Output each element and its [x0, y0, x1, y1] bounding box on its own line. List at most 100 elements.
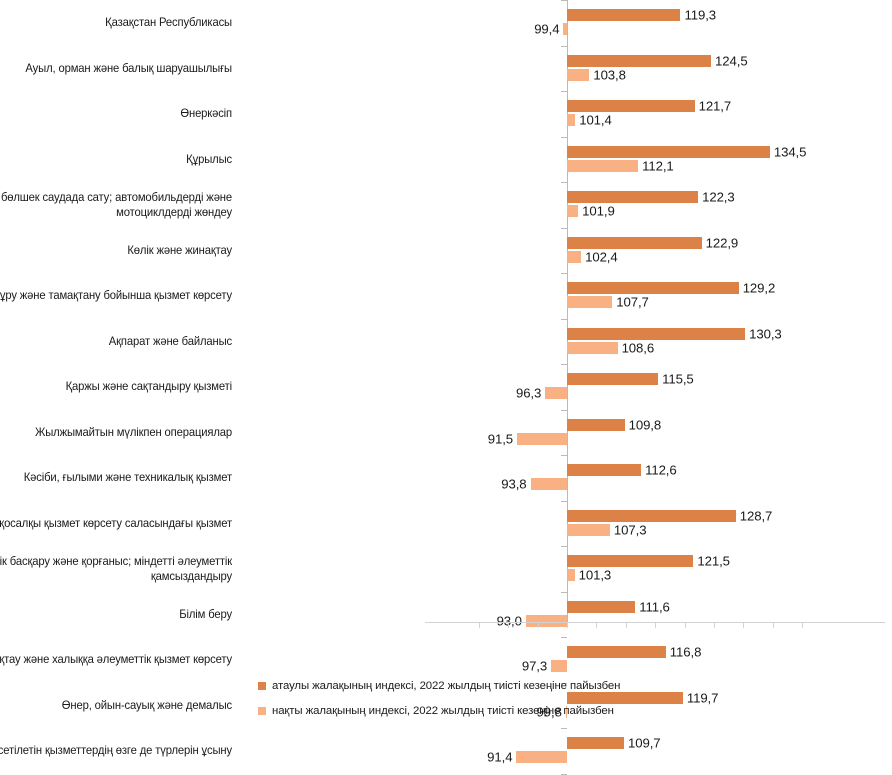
bar-value-label: 115,5 — [662, 371, 694, 387]
category-tick — [561, 500, 567, 502]
value-tick — [772, 622, 774, 628]
bar-nominal[interactable]: 115,5 — [567, 372, 694, 387]
bar-group: 115,5 96,3 — [516, 364, 694, 410]
legend-item-real[interactable]: нақты жалақының индексі, 2022 жылдың тиі… — [258, 705, 614, 717]
category-label: Ауыл, орман және балық шаруашылығы — [25, 60, 232, 75]
bar-row: Көлік және жинақтау 122,9 102,4 — [0, 228, 892, 274]
category-tick — [561, 273, 567, 274]
legend-swatch-icon — [258, 682, 266, 690]
bar-row: Ауыл, орман және балық шаруашылығы 124,5 1… — [0, 46, 892, 92]
bar-real[interactable]: 103,8 — [567, 67, 626, 82]
bar-real[interactable]: 93,8 — [501, 477, 567, 492]
bar-group: 121,5 101,3 — [567, 546, 730, 592]
bar-row: Әкімшілік және қосалқы қызмет көрсету са… — [0, 501, 892, 547]
bar-row: Көтерме және бөлшек саудада сату; автомо… — [0, 182, 892, 228]
bar-value-label: 107,7 — [616, 294, 649, 310]
bar-nominal[interactable]: 119,7 — [567, 690, 718, 705]
bar-real[interactable]: 91,4 — [487, 750, 567, 765]
bar-value-label: 122,3 — [702, 189, 735, 205]
bar-nominal[interactable]: 111,6 — [567, 599, 670, 614]
bar-row: Өнеркәсіп 121,7 101,4 — [0, 91, 892, 137]
bar-value-label: 128,7 — [739, 508, 773, 523]
bar-real[interactable]: 107,3 — [567, 522, 647, 537]
bar-real[interactable]: 101,3 — [567, 568, 611, 583]
bar-row: Кәсіби, ғылыми және техникалық қызмет 112… — [0, 455, 892, 501]
bar-row: Жылжымайтын мүлікпен операциялар 109,8 91,… — [0, 410, 892, 456]
category-label: Көлік және жинақтау — [127, 242, 232, 257]
bar-nominal[interactable]: 129,2 — [567, 281, 775, 296]
bar-nominal[interactable]: 134,5 — [567, 144, 806, 159]
bar-value-label: 99,8 — [536, 704, 562, 719]
bar-row: Білім беру 111,6 93,0 — [0, 592, 892, 638]
bar-real[interactable]: 99,4 — [534, 22, 567, 37]
category-tick — [561, 227, 567, 229]
bar-real[interactable]: 102,4 — [567, 249, 618, 264]
bar-real[interactable]: 108,6 — [567, 340, 654, 355]
bar-value-label: 101,4 — [579, 112, 612, 128]
category-label: Әкімшілік және қосалқы қызмет көрсету са… — [0, 515, 232, 530]
legend-item-label: атаулы жалақының индексі, 2022 жылдың ти… — [272, 680, 621, 692]
bar-value-label: 112,6 — [645, 462, 677, 478]
bar-real[interactable]: 101,9 — [567, 204, 615, 219]
bar-group: 121,7 101,4 — [567, 91, 731, 137]
bar-nominal[interactable]: 109,7 — [567, 736, 661, 751]
category-label: Өнеркәсіп — [180, 106, 232, 121]
bar-nominal[interactable]: 121,5 — [567, 554, 730, 569]
bar-row: Өнер, ойын-сауық және демалыс 119,7 99,8 — [0, 683, 892, 729]
category-tick — [561, 136, 567, 138]
bar-real[interactable]: 96,3 — [516, 386, 567, 401]
bar-nominal[interactable]: 121,7 — [567, 99, 731, 114]
category-tick — [561, 318, 567, 320]
bar-value-label: 124,5 — [715, 53, 748, 68]
bar-nominal[interactable]: 130,3 — [567, 326, 782, 341]
category-tick — [561, 409, 567, 411]
category-tick — [561, 591, 567, 593]
bar-value-label: 109,7 — [628, 735, 661, 751]
bar-real[interactable]: 91,5 — [488, 431, 567, 446]
bar-nominal[interactable]: 109,8 — [567, 417, 661, 432]
bar-nominal[interactable]: 124,5 — [567, 53, 748, 68]
value-tick — [478, 622, 480, 628]
value-tick — [655, 622, 657, 628]
bar-value-label: 107,3 — [613, 522, 647, 537]
category-label: Тұру және тамақтану бойынша қызмет көрсе… — [0, 288, 232, 303]
bar-group: 130,3 108,6 — [567, 319, 782, 365]
bar-value-label: 109,8 — [628, 417, 662, 432]
bar-real[interactable]: 97,3 — [522, 659, 567, 674]
bar-real[interactable]: 99,8 — [537, 704, 567, 719]
category-tick — [561, 682, 567, 684]
bar-value-label: 101,9 — [582, 203, 615, 219]
bar-group: 134,5 112,1 — [567, 137, 806, 183]
bar-nominal[interactable]: 122,9 — [567, 235, 738, 250]
value-tick — [596, 622, 598, 628]
value-tick — [802, 622, 804, 628]
bar-nominal[interactable]: 116,8 — [567, 645, 701, 660]
bar-group: 129,2 107,7 — [567, 273, 775, 319]
bar-real[interactable]: 93,0 — [497, 613, 567, 628]
bar-value-label: 96,3 — [515, 385, 542, 401]
legend-item-nominal[interactable]: атаулы жалақының индексі, 2022 жылдың ти… — [258, 680, 620, 692]
bar-real[interactable]: 107,7 — [567, 295, 649, 310]
bar-group: 122,9 102,4 — [567, 228, 738, 274]
bar-nominal[interactable]: 128,7 — [567, 508, 772, 523]
bar-real[interactable]: 112,1 — [567, 158, 674, 173]
value-tick — [567, 622, 568, 628]
bar-group: 119,3 99,4 — [534, 0, 716, 46]
bar-value-label: 103,8 — [593, 67, 626, 82]
category-tick — [561, 45, 567, 47]
bar-real[interactable]: 101,4 — [567, 113, 612, 128]
bar-group: 122,3 101,9 — [567, 182, 735, 228]
bar-group: 109,8 91,5 — [488, 410, 661, 456]
bar-value-label: 108,6 — [621, 340, 655, 355]
category-label: Көтерме және бөлшек саудада сату; автомо… — [0, 189, 232, 219]
category-tick — [561, 728, 567, 729]
bar-nominal[interactable]: 112,6 — [567, 463, 677, 478]
category-tick — [561, 182, 567, 183]
bar-nominal[interactable]: 119,3 — [567, 8, 716, 23]
bar-nominal[interactable]: 122,3 — [567, 190, 735, 205]
bar-row: Қаржы және сақтандыру қызметі 115,5 96,3 — [0, 364, 892, 410]
bar-value-label: 119,3 — [684, 7, 716, 23]
category-label: Білім беру — [179, 606, 232, 621]
category-label: Жылжымайтын мүлікпен операциялар — [34, 424, 232, 439]
